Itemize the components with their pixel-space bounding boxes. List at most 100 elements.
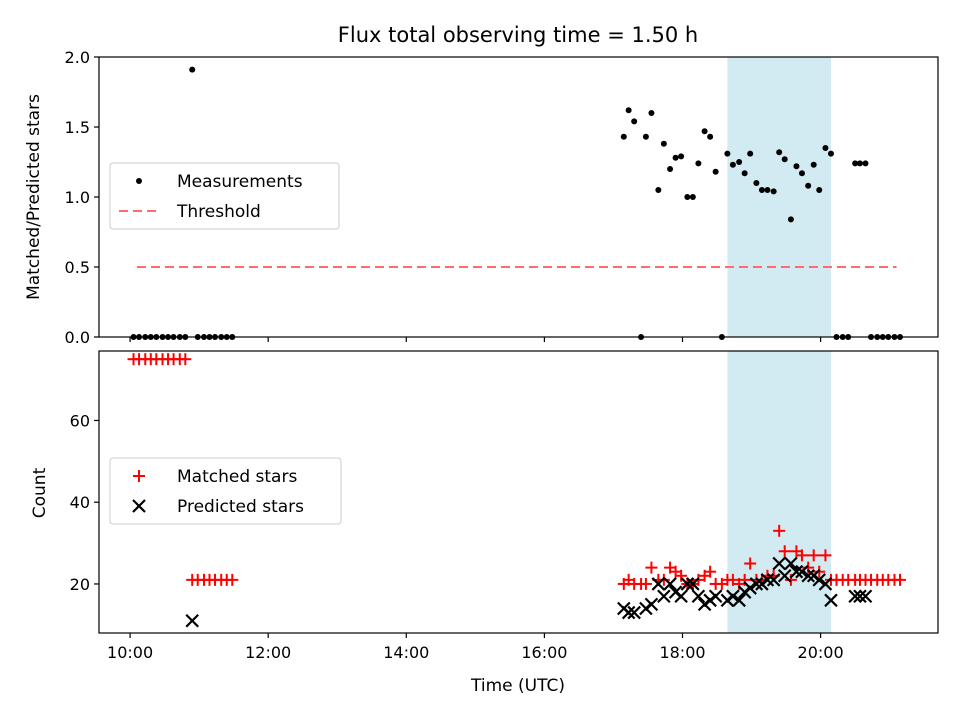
data-point [760, 573, 775, 587]
ratio-panel: Flux total observing time = 1.50 h 0.0 0.… [24, 23, 939, 347]
data-point [689, 194, 696, 200]
x-tick-label: 10:00 [107, 643, 153, 662]
legend-label-predicted: Predicted stars [177, 497, 304, 517]
data-point [858, 589, 873, 603]
y-tick-label: 0.0 [65, 328, 90, 347]
data-point [789, 564, 804, 579]
data-point [712, 168, 719, 175]
data-point [822, 145, 829, 151]
legend-box [109, 457, 342, 525]
data-point [678, 153, 685, 160]
data-point [648, 110, 655, 116]
x-axis-ticks: 10:00 12:00 14:00 16:00 18:00 20:00 [107, 633, 844, 662]
data-point [819, 549, 832, 562]
x-tick-label: 16:00 [521, 643, 567, 662]
data-point [701, 128, 708, 135]
data-point [672, 154, 679, 161]
data-point [862, 160, 869, 167]
data-point [795, 564, 809, 579]
series-matched-stars [127, 353, 907, 590]
data-point [680, 577, 695, 591]
data-point [704, 565, 717, 578]
series-measurements [130, 66, 904, 340]
data-point [189, 66, 196, 73]
data-point [749, 577, 764, 591]
data-point [627, 605, 641, 620]
legend-label-threshold: Threshold [176, 202, 261, 222]
data-point [621, 605, 636, 620]
data-point [642, 133, 649, 140]
data-point [827, 150, 834, 157]
data-point [631, 118, 638, 125]
legend-marker-measurements [136, 178, 142, 184]
data-point [620, 133, 627, 140]
data-point [729, 161, 736, 168]
plot-frame [98, 56, 939, 338]
legend: Matched stars Predicted stars [109, 457, 342, 525]
data-point [695, 160, 702, 167]
data-point [787, 216, 794, 223]
data-point [686, 577, 700, 591]
data-point [639, 577, 652, 590]
data-point [667, 166, 674, 172]
data-point [778, 545, 791, 558]
data-point [660, 140, 667, 147]
data-point [764, 187, 771, 193]
data-point [744, 557, 757, 570]
count-panel: 20 40 60 10:00 12:00 14:00 16:00 18:00 20:00 Co… [30, 350, 939, 696]
x-axis-ticks [129, 337, 822, 342]
data-point [816, 187, 823, 193]
y-tick-label: 40 [70, 493, 90, 512]
data-point [675, 569, 688, 582]
data-point [812, 573, 827, 587]
data-point [651, 577, 666, 591]
y-tick-label: 60 [70, 411, 90, 430]
x-tick-label: 18:00 [659, 643, 705, 662]
data-point [708, 589, 723, 603]
data-point [773, 524, 786, 537]
data-point [781, 156, 788, 163]
count-series [127, 353, 907, 628]
data-point [798, 170, 805, 177]
data-point [743, 581, 757, 595]
y-tick-label: 1.0 [65, 188, 90, 207]
legend-label-measurements: Measurements [177, 172, 303, 192]
data-point [736, 159, 743, 165]
data-point [805, 182, 812, 189]
y-tick-label: 1.5 [65, 118, 90, 137]
data-point [657, 589, 671, 603]
data-point [776, 149, 783, 156]
y-axis-ticks: 0.0 0.5 1.0 1.5 2.0 [65, 48, 99, 347]
y-tick-label: 0.5 [65, 258, 90, 277]
data-point [772, 556, 786, 571]
data-point [758, 187, 765, 193]
data-point [732, 593, 746, 608]
y-tick-label: 20 [70, 575, 90, 594]
data-point [179, 353, 192, 366]
data-point [655, 187, 662, 193]
data-point [766, 573, 781, 587]
data-point [674, 589, 688, 603]
ratio-series [130, 66, 904, 340]
data-point [824, 593, 838, 608]
legend-marker-matched [133, 470, 145, 482]
x-axis-label: Time (UTC) [470, 676, 565, 696]
legend: Measurements Threshold [109, 162, 340, 230]
data-point [707, 133, 714, 140]
y-axis-label: Count [30, 467, 50, 518]
y-axis-ticks: 20 40 60 [70, 411, 99, 594]
chart-title: Flux total observing time = 1.50 h [338, 23, 698, 47]
data-point [853, 589, 867, 603]
data-point [795, 549, 808, 562]
data-point [801, 569, 815, 583]
data-point [645, 561, 658, 574]
series-predicted-stars [185, 556, 873, 628]
data-point [848, 589, 862, 603]
data-point [741, 170, 748, 177]
data-point [691, 589, 706, 603]
data-point [852, 160, 859, 167]
data-point [894, 573, 907, 586]
x-tick-label: 12:00 [245, 643, 291, 662]
data-point [726, 573, 739, 586]
